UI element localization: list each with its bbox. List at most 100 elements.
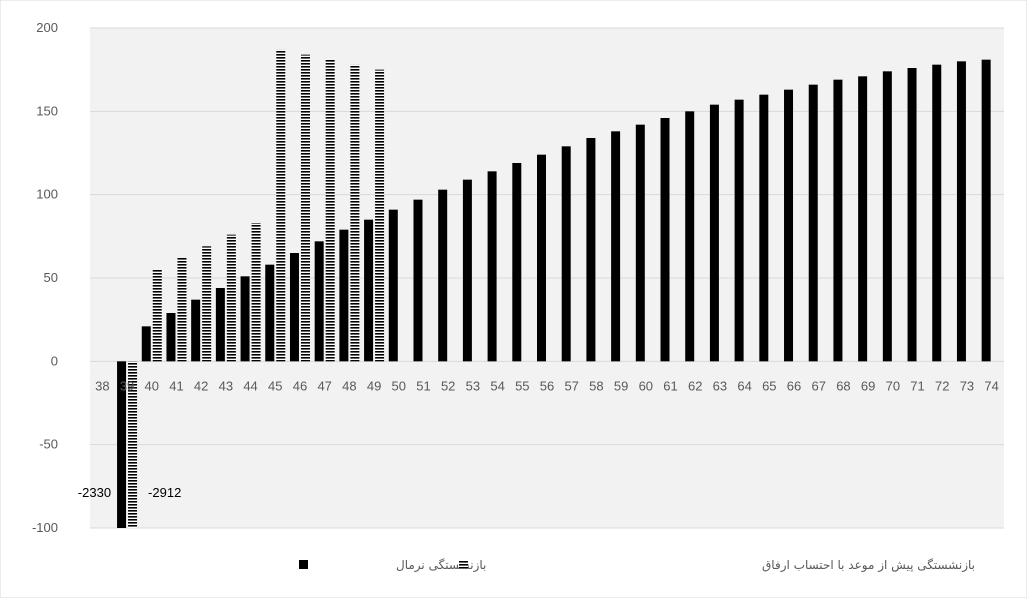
- y-tick-label: 150: [36, 103, 58, 118]
- y-tick-label: -100: [32, 520, 58, 535]
- bar-normal-52: [438, 189, 448, 362]
- y-tick-label: 0: [51, 353, 58, 368]
- legend-swatch-normal: [299, 560, 308, 569]
- x-tick-label: 67: [811, 378, 825, 393]
- bar-early-39: [128, 361, 138, 528]
- bar-normal-65: [759, 94, 769, 362]
- bar-normal-70: [882, 71, 892, 362]
- bar-normal-67: [808, 84, 818, 362]
- bar-normal-71: [907, 68, 917, 362]
- x-tick-label: 54: [490, 378, 504, 393]
- bar-early-47: [325, 59, 335, 362]
- data-label: -2912: [148, 485, 181, 500]
- bar-normal-47: [314, 241, 324, 362]
- bar-normal-74: [981, 59, 991, 362]
- x-tick-label: 61: [663, 378, 677, 393]
- legend-swatch-early: [459, 560, 468, 569]
- x-tick-label: 59: [614, 378, 628, 393]
- legend-label-normal: بازنشستگی نرمال: [396, 558, 486, 573]
- bar-normal-55: [512, 163, 522, 362]
- bar-early-42: [202, 246, 212, 362]
- x-tick-label: 42: [194, 378, 208, 393]
- bar-normal-42: [191, 299, 201, 362]
- x-tick-label: 69: [861, 378, 875, 393]
- bar-normal-61: [660, 118, 670, 362]
- bar-normal-48: [339, 229, 349, 362]
- bar-early-44: [251, 223, 261, 362]
- x-tick-label: 66: [787, 378, 801, 393]
- bar-normal-53: [462, 179, 472, 362]
- bar-normal-57: [561, 146, 571, 362]
- x-tick-label: 39: [120, 378, 134, 393]
- bar-normal-49: [364, 219, 374, 362]
- bar-early-40: [152, 269, 162, 362]
- bar-normal-40: [141, 326, 151, 362]
- x-tick-label: 51: [416, 378, 430, 393]
- x-tick-label: 55: [515, 378, 529, 393]
- y-tick-label: 100: [36, 187, 58, 202]
- y-tick-label: -50: [39, 437, 58, 452]
- y-axis-ticks: 200 150 100 50 0 -50 -100: [32, 20, 58, 535]
- bar-normal-59: [611, 131, 621, 362]
- x-tick-label: 70: [886, 378, 900, 393]
- x-tick-label: 48: [342, 378, 356, 393]
- bar-normal-62: [685, 111, 695, 362]
- x-tick-label: 56: [540, 378, 554, 393]
- bar-normal-66: [784, 89, 794, 362]
- x-tick-label: 68: [836, 378, 850, 393]
- bar-early-48: [350, 64, 360, 362]
- bar-normal-68: [833, 79, 843, 362]
- x-tick-label: 63: [713, 378, 727, 393]
- x-tick-label: 41: [169, 378, 183, 393]
- bar-normal-60: [635, 124, 645, 362]
- x-tick-label: 53: [466, 378, 480, 393]
- bar-early-45: [276, 49, 286, 362]
- bar-normal-73: [956, 61, 966, 362]
- bar-normal-56: [537, 154, 546, 362]
- x-tick-label: 62: [688, 378, 702, 393]
- annotations: -2330 -2912: [78, 485, 181, 500]
- x-tick-label: 38: [95, 378, 109, 393]
- x-tick-label: 64: [737, 378, 751, 393]
- bar-normal-45: [265, 264, 275, 362]
- x-tick-label: 74: [984, 378, 998, 393]
- bar-normal-69: [858, 76, 868, 362]
- bar-normal-58: [586, 138, 596, 362]
- x-tick-label: 73: [960, 378, 974, 393]
- x-tick-label: 50: [392, 378, 406, 393]
- x-tick-label: 49: [367, 378, 381, 393]
- x-tick-label: 46: [293, 378, 307, 393]
- bar-normal-63: [709, 104, 719, 362]
- legend: بازنشستگی نرمال بازنشستگی پیش از موعد با …: [299, 558, 975, 573]
- x-tick-label: 44: [243, 378, 257, 393]
- x-tick-label: 40: [145, 378, 159, 393]
- x-tick-label: 72: [935, 378, 949, 393]
- y-tick-label: 200: [36, 20, 58, 35]
- bars: [117, 49, 991, 528]
- bar-normal-43: [215, 288, 225, 362]
- x-tick-label: 65: [762, 378, 776, 393]
- x-tick-label: 43: [219, 378, 233, 393]
- bar-normal-72: [932, 64, 942, 362]
- x-tick-label: 57: [564, 378, 578, 393]
- y-tick-label: 50: [44, 270, 58, 285]
- data-label: -2330: [78, 485, 111, 500]
- bar-early-41: [177, 258, 187, 362]
- x-tick-label: 58: [589, 378, 603, 393]
- x-tick-label: 47: [317, 378, 331, 393]
- bar-normal-44: [240, 276, 250, 362]
- bar-normal-39: [117, 361, 127, 528]
- bar-normal-50: [388, 209, 398, 362]
- bar-normal-46: [289, 253, 299, 362]
- bar-normal-51: [413, 199, 423, 362]
- bar-early-46: [300, 54, 310, 362]
- x-tick-label: 45: [268, 378, 282, 393]
- legend-label-early: بازنشستگی پیش از موعد با احتساب ارفاق: [762, 558, 975, 573]
- bar-early-49: [375, 69, 385, 362]
- bar-early-43: [226, 234, 236, 362]
- bar-normal-41: [166, 313, 176, 362]
- x-tick-label: 71: [910, 378, 924, 393]
- x-tick-label: 52: [441, 378, 455, 393]
